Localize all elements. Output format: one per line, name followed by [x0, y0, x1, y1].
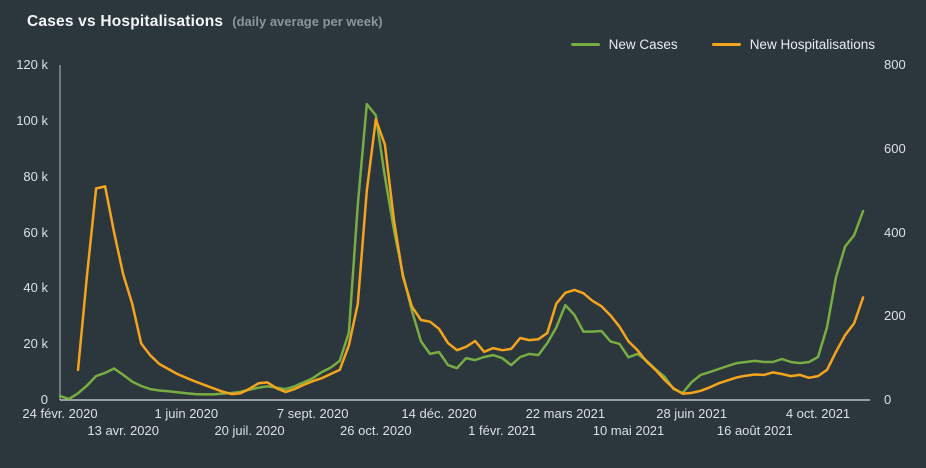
x-axis-tick: 13 avr. 2020: [87, 423, 159, 438]
legend-label: New Cases: [608, 37, 678, 52]
x-axis-tick: 1 juin 2020: [154, 406, 219, 421]
x-axis-tick: 20 juil. 2020: [214, 423, 285, 438]
right-axis-tick: 600: [884, 140, 906, 156]
right-axis-tick: 800: [884, 57, 906, 72]
right-axis-tick: 200: [884, 308, 906, 324]
x-axis-tick: 28 juin 2021: [656, 406, 728, 421]
left-axis-tick: 80 k: [23, 168, 48, 184]
legend-item-new-hospitalisations[interactable]: New Hospitalisations: [711, 37, 875, 52]
x-axis-tick: 24 févr. 2020: [22, 406, 98, 421]
left-axis-tick: 60 k: [23, 224, 48, 240]
left-axis-tick: 0: [40, 392, 48, 407]
series-line-new-hospitalisations[interactable]: [76, 118, 865, 396]
series-line-new-cases[interactable]: [58, 102, 865, 401]
left-axis-tick: 100 k: [16, 112, 48, 128]
right-axis-tick: 400: [884, 224, 906, 240]
x-axis-tick: 1 févr. 2021: [468, 423, 537, 438]
legend-swatch-icon: [711, 43, 741, 46]
x-axis-tick: 10 mai 2021: [592, 423, 665, 438]
legend-label: New Hospitalisations: [749, 37, 875, 52]
x-axis-tick: 14 déc. 2020: [401, 406, 477, 421]
x-axis-tick: 7 sept. 2020: [276, 406, 349, 421]
chart-title: Cases vs Hospitalisations: [27, 13, 224, 30]
x-axis-tick: 4 oct. 2021: [785, 406, 851, 421]
x-axis-tick: 16 août 2021: [716, 423, 793, 438]
left-axis-tick: 40 k: [23, 280, 48, 296]
left-axis-tick: 20 k: [23, 336, 48, 352]
chart-subtitle: (daily average per week): [232, 14, 383, 29]
legend-swatch-icon: [570, 43, 600, 46]
legend-item-new-cases[interactable]: New Cases: [570, 37, 678, 52]
right-axis-tick: 0: [884, 392, 892, 407]
x-axis-tick: 22 mars 2021: [525, 406, 606, 421]
legend: New Cases New Hospitalisations: [570, 37, 875, 52]
chart-header: Cases vs Hospitalisations (daily average …: [27, 13, 383, 31]
left-axis-tick: 120 k: [16, 57, 48, 72]
x-axis-tick: 26 oct. 2020: [340, 423, 412, 438]
